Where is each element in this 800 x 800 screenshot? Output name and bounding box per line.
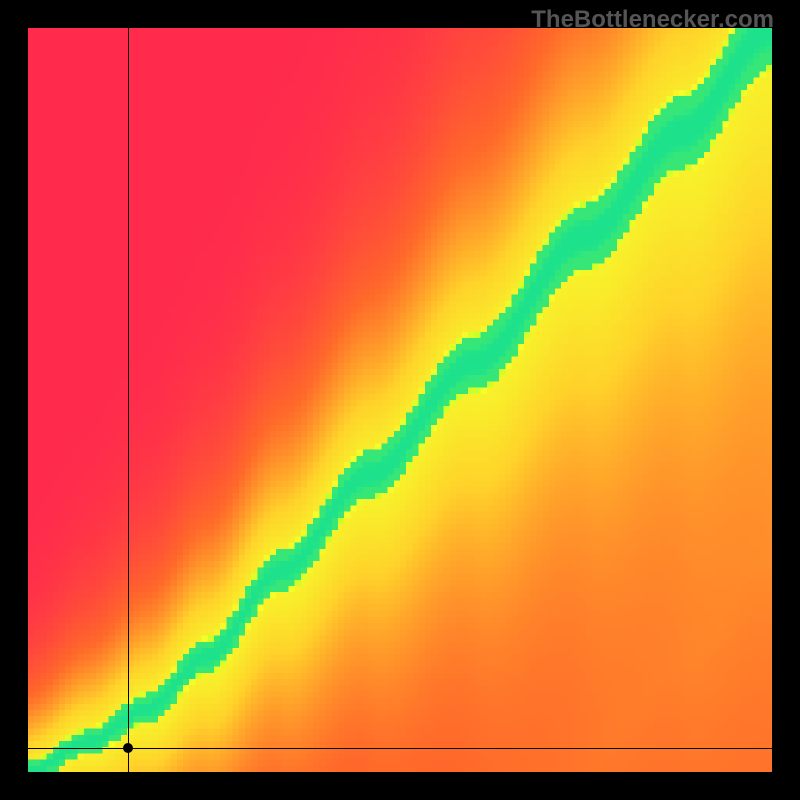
- crosshair-marker: [123, 743, 133, 753]
- chart-container: TheBottlenecker.com: [0, 0, 800, 800]
- crosshair-vertical: [128, 28, 129, 772]
- bottleneck-heatmap: [28, 28, 772, 772]
- crosshair-horizontal: [28, 748, 772, 749]
- watermark-text: TheBottlenecker.com: [531, 6, 774, 34]
